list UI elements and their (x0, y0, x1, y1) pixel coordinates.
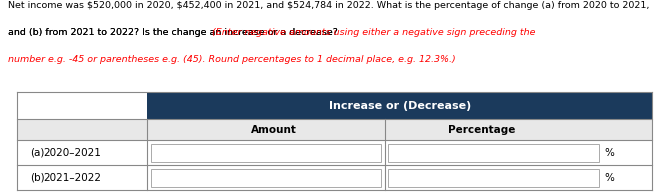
Text: Net income was $520,000 in 2020, $452,400 in 2021, and $524,784 in 2022. What is: Net income was $520,000 in 2020, $452,40… (8, 1, 650, 10)
Text: (b): (b) (30, 173, 45, 183)
Text: (a): (a) (30, 148, 44, 158)
Text: and (b) from 2021 to 2022? Is the change an increase or a decrease? (Enter negat: and (b) from 2021 to 2022? Is the change… (8, 28, 664, 37)
Text: Percentage: Percentage (448, 125, 515, 135)
Text: (Enter negative amounts using either a negative sign preceding the: (Enter negative amounts using either a n… (8, 28, 535, 37)
Text: 2020–2021: 2020–2021 (43, 148, 102, 158)
Bar (17, 119, 652, 140)
Text: Increase or (Decrease): Increase or (Decrease) (328, 101, 471, 111)
Text: number e.g. -45 or parentheses e.g. (45). Round percentages to 1 decimal place, : number e.g. -45 or parentheses e.g. (45)… (8, 55, 456, 64)
Text: %: % (604, 148, 614, 158)
Text: 2021–2022: 2021–2022 (43, 173, 102, 183)
Text: Amount: Amount (252, 125, 297, 135)
Bar (388, 144, 599, 162)
Bar (147, 92, 652, 119)
Bar (151, 144, 381, 162)
Text: and (b) from 2021 to 2022? Is the change an increase or a decrease?: and (b) from 2021 to 2022? Is the change… (8, 28, 338, 37)
Text: %: % (604, 173, 614, 183)
Bar (151, 169, 381, 187)
Bar (388, 169, 599, 187)
Text: and (b) from 2021 to 2022? Is the change an increase or a decrease?: and (b) from 2021 to 2022? Is the change… (8, 28, 338, 37)
